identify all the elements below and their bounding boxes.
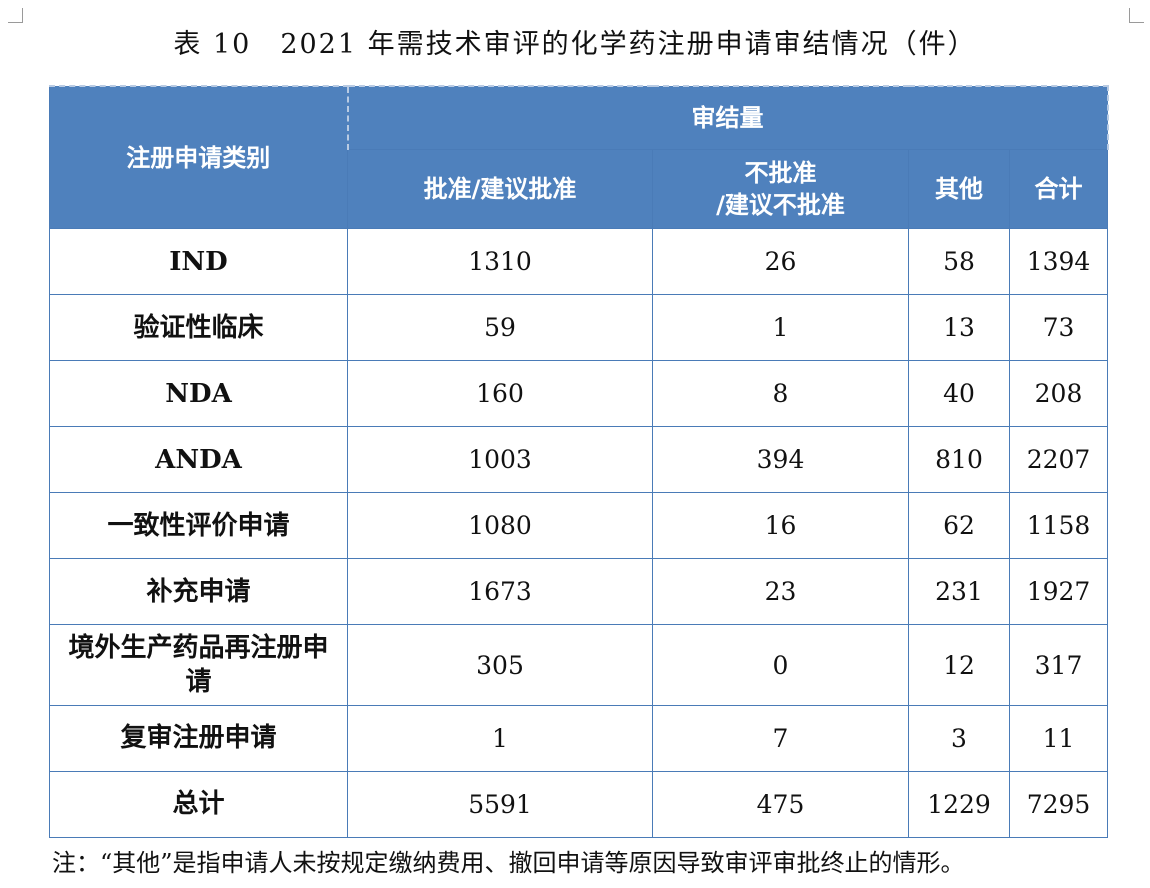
cell-other: 3	[908, 704, 1010, 772]
row-category: 一致性评价申请	[49, 492, 348, 560]
cell-approved: 5591	[347, 770, 653, 839]
results-table: 注册申请类别 审结量 批准/建议批准 不批准 /建议不批准 其他 合计 IND …	[49, 85, 1109, 839]
table-row: NDA 160 8 40 208	[49, 360, 1108, 428]
cell-rejected: 1	[652, 294, 909, 362]
cell-rejected: 475	[652, 770, 909, 839]
row-category: ANDA	[49, 426, 348, 494]
table-row: 验证性临床 59 1 13 73	[49, 294, 1108, 362]
cell-approved: 1673	[347, 558, 653, 626]
cell-rejected: 26	[652, 227, 909, 296]
cell-total: 317	[1009, 624, 1108, 706]
cell-other: 58	[908, 227, 1010, 296]
header-other: 其他	[908, 149, 1010, 229]
cell-other: 810	[908, 426, 1010, 494]
crop-mark-top-left	[8, 8, 23, 23]
cell-rejected: 7	[652, 704, 909, 772]
table-row: IND 1310 26 58 1394	[49, 227, 1108, 296]
row-category: 验证性临床	[49, 294, 348, 362]
table-row: 补充申请 1673 23 231 1927	[49, 558, 1108, 626]
cell-total: 1394	[1009, 227, 1108, 296]
header-group-closed-volume: 审结量	[346, 85, 1109, 150]
row-category: NDA	[49, 360, 348, 428]
cell-approved: 1	[347, 704, 653, 772]
cell-approved: 59	[347, 294, 653, 362]
row-category: IND	[49, 227, 348, 296]
cell-other: 231	[908, 558, 1010, 626]
cell-rejected: 23	[652, 558, 909, 626]
cell-total: 1927	[1009, 558, 1108, 626]
table-row: 一致性评价申请 1080 16 62 1158	[49, 492, 1108, 560]
cell-other: 12	[908, 624, 1010, 706]
crop-mark-top-right	[1129, 8, 1144, 23]
cell-total: 73	[1009, 294, 1108, 362]
table-row: 境外生产药品再注册申请 305 0 12 317	[49, 624, 1108, 706]
table-row-total: 总计 5591 475 1229 7295	[49, 770, 1108, 839]
cell-rejected: 0	[652, 624, 909, 706]
cell-total: 11	[1009, 704, 1108, 772]
cell-approved: 305	[347, 624, 653, 706]
row-category: 复审注册申请	[49, 704, 348, 772]
header-rejected: 不批准 /建议不批准	[652, 149, 909, 229]
row-category: 补充申请	[49, 558, 348, 626]
table-row: ANDA 1003 394 810 2207	[49, 426, 1108, 494]
cell-approved: 160	[347, 360, 653, 428]
cell-other: 40	[908, 360, 1010, 428]
cell-approved: 1080	[347, 492, 653, 560]
cell-approved: 1003	[347, 426, 653, 494]
header-total: 合计	[1009, 149, 1108, 229]
cell-rejected: 8	[652, 360, 909, 428]
cell-other: 62	[908, 492, 1010, 560]
cell-other: 1229	[908, 770, 1010, 839]
cell-total: 208	[1009, 360, 1108, 428]
footnote: 注：“其他”是指申请人未按规定缴纳费用、撤回申请等原因导致审评审批终止的情形。	[52, 849, 965, 877]
header-approved: 批准/建议批准	[347, 149, 653, 229]
row-category: 境外生产药品再注册申请	[49, 624, 348, 706]
cell-total: 1158	[1009, 492, 1108, 560]
row-category: 总计	[49, 770, 348, 839]
table-title: 表 10 2021 年需技术审评的化学药注册申请审结情况（件）	[173, 29, 977, 60]
cell-other: 13	[908, 294, 1010, 362]
cell-rejected: 394	[652, 426, 909, 494]
cell-total: 7295	[1009, 770, 1108, 839]
cell-approved: 1310	[347, 227, 653, 296]
cell-total: 2207	[1009, 426, 1108, 494]
header-category: 注册申请类别	[49, 85, 348, 229]
table-row: 复审注册申请 1 7 3 11	[49, 704, 1108, 772]
cell-rejected: 16	[652, 492, 909, 560]
